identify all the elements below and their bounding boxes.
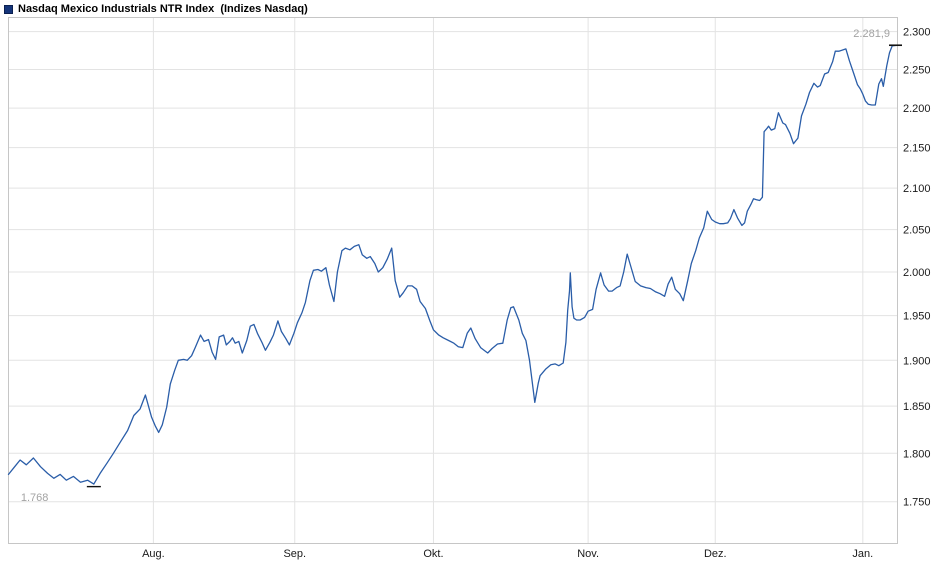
x-axis-label: Jan. (852, 548, 873, 560)
x-axis-label: Okt. (423, 548, 443, 560)
y-axis-label: 2.150 (903, 143, 931, 155)
y-axis-label: 2.300 (903, 27, 931, 39)
y-axis-label: 1.950 (903, 311, 931, 323)
y-axis-label: 2.100 (903, 183, 931, 195)
low-value-label: 1.768 (21, 492, 49, 504)
chart-title: Nasdaq Mexico Industrials NTR Index (Ind… (18, 3, 308, 15)
price-line (7, 44, 899, 485)
x-axis-label: Aug. (142, 548, 165, 560)
x-axis-label: Sep. (283, 548, 306, 560)
chart-header: Nasdaq Mexico Industrials NTR Index (Ind… (4, 3, 308, 15)
y-axis-label: 1.900 (903, 355, 931, 367)
y-axis-label: 2.000 (903, 267, 931, 279)
x-axis-label: Dez. (704, 548, 727, 560)
y-axis-label: 1.800 (903, 448, 931, 460)
last-price-label: 2.281,9 (853, 28, 890, 40)
x-axis-label: Nov. (577, 548, 599, 560)
plot-border (8, 17, 898, 544)
y-axis-label: 2.250 (903, 64, 931, 76)
series-color-swatch-icon (4, 4, 13, 14)
y-axis-label: 2.050 (903, 225, 931, 237)
y-axis-label: 1.850 (903, 401, 931, 413)
y-axis-label: 1.750 (903, 497, 931, 509)
y-axis-label: 2.200 (903, 103, 931, 115)
